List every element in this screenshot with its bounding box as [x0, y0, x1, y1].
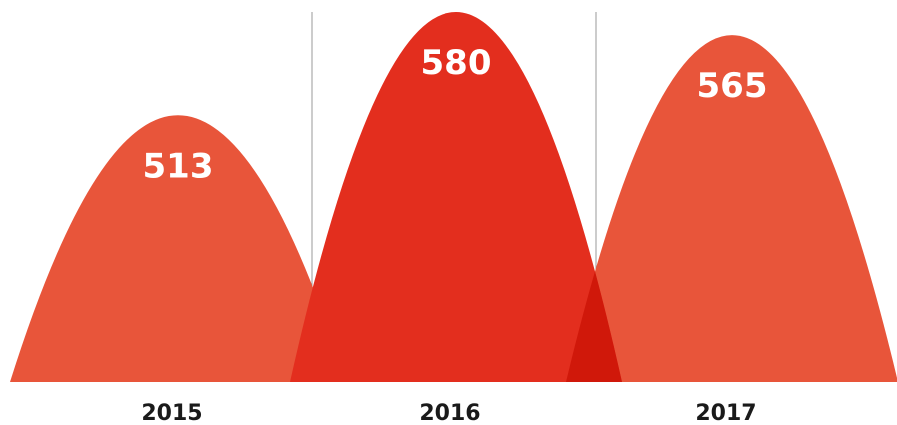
peak-shapes [10, 12, 897, 382]
peak-2015 [10, 115, 346, 382]
category-label-2017: 2017 [695, 401, 756, 425]
value-label-2016: 580 [421, 43, 492, 83]
category-label-2015: 2015 [141, 401, 202, 425]
peak-2017 [566, 35, 897, 382]
category-label-2016: 2016 [419, 401, 480, 425]
category-labels: 2015 2016 2017 [141, 401, 756, 425]
value-label-2015: 513 [143, 146, 214, 186]
value-labels: 513 580 565 [143, 43, 768, 186]
peak-2016 [290, 12, 622, 382]
value-label-2017: 565 [697, 66, 768, 106]
